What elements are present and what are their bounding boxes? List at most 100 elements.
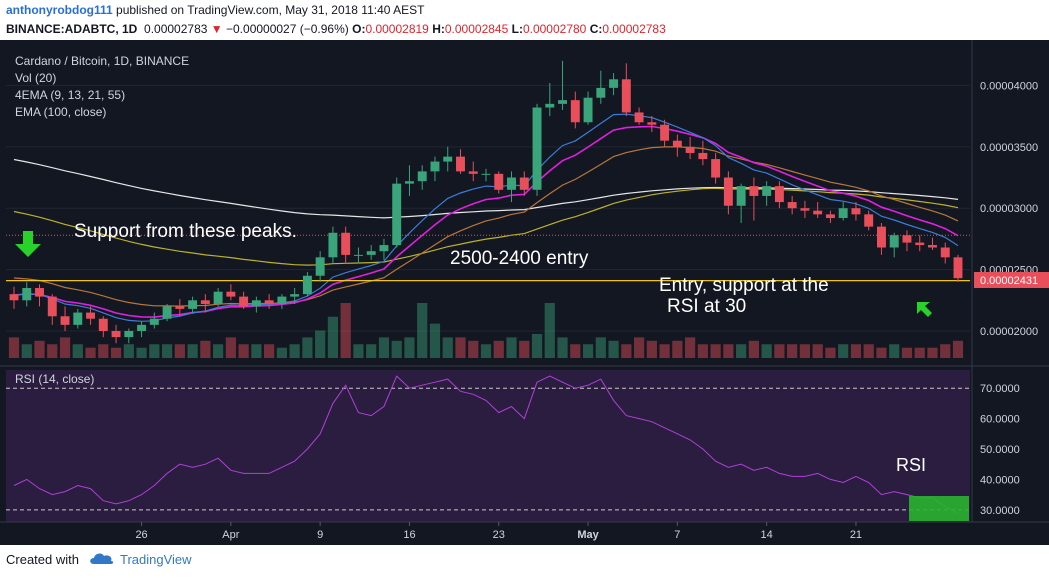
- candle: [532, 103, 542, 196]
- candle-body: [634, 112, 644, 123]
- created-with-text: Created with: [6, 552, 79, 567]
- candle: [647, 116, 657, 133]
- time-tick-label: May: [577, 529, 599, 541]
- candle-body: [736, 186, 746, 206]
- candle-body: [583, 97, 593, 123]
- volume-bar: [468, 340, 479, 358]
- footer: Created with TradingView: [6, 552, 192, 567]
- tradingview-link[interactable]: TradingView: [120, 552, 192, 567]
- candle: [73, 308, 83, 329]
- chart-svg[interactable]: Cardano / Bitcoin, 1D, BINANCE Vol (20) …: [0, 40, 1049, 545]
- open-label: O:: [352, 22, 366, 36]
- candle-body: [813, 210, 823, 215]
- candle-body: [443, 156, 453, 162]
- candle-body: [315, 257, 325, 276]
- rsi-tick-label: 70.0000: [980, 383, 1020, 395]
- candle: [430, 156, 440, 182]
- candle-body: [226, 291, 236, 297]
- price-tick-label: 0.00002000: [980, 326, 1038, 338]
- volume-bar: [646, 340, 657, 358]
- time-axis: 26 Apr 9 16 23 May 7 14 21: [135, 522, 862, 541]
- candle-body: [366, 251, 376, 255]
- legend-4ema: 4EMA (9, 13, 21, 55): [15, 88, 125, 102]
- candle-body: [302, 275, 312, 295]
- candle-body: [264, 300, 274, 304]
- candle-body: [417, 171, 427, 182]
- candle-body: [723, 177, 733, 206]
- volume-bar: [429, 323, 441, 358]
- candle: [251, 296, 261, 313]
- volume-bar: [21, 344, 32, 358]
- volume-bar: [455, 337, 466, 358]
- candle: [353, 247, 363, 264]
- candle: [481, 168, 491, 182]
- candle: [226, 284, 236, 301]
- candle: [494, 171, 504, 194]
- candle-body: [111, 330, 121, 338]
- candle-body: [762, 186, 772, 196]
- candle: [9, 286, 19, 309]
- candle: [277, 294, 287, 309]
- candle-body: [188, 300, 198, 309]
- candles: [9, 60, 963, 344]
- price-tag-bg: [974, 272, 1049, 288]
- candle: [876, 222, 886, 255]
- candle-body: [149, 318, 159, 325]
- candle-body: [570, 100, 580, 123]
- rsi-tick-label: 40.0000: [980, 474, 1020, 486]
- candle-body: [596, 87, 606, 98]
- candle: [800, 200, 810, 219]
- publish-line: anthonyrobdog111 published on TradingVie…: [6, 3, 424, 17]
- volume-bar: [761, 344, 772, 358]
- volume-bar: [213, 344, 224, 358]
- candle: [392, 177, 402, 248]
- candle: [315, 251, 325, 282]
- candle: [60, 306, 70, 331]
- candle: [328, 226, 338, 264]
- candle: [813, 202, 823, 219]
- candle-body: [711, 159, 721, 178]
- candle: [162, 303, 172, 322]
- candle-body: [685, 146, 695, 153]
- volume-bar: [787, 344, 798, 358]
- candle-body: [290, 294, 300, 297]
- candle: [723, 171, 733, 215]
- candle: [302, 272, 312, 297]
- author-link[interactable]: anthonyrobdog111: [6, 3, 113, 17]
- candle: [22, 281, 32, 307]
- volume-bar: [570, 344, 581, 358]
- volume-bar: [327, 316, 339, 358]
- time-tick-label: 16: [403, 529, 415, 541]
- candle: [86, 306, 96, 325]
- volume-bar: [123, 344, 134, 358]
- candle-body: [60, 316, 70, 325]
- volume-bar: [149, 344, 160, 358]
- candle-body: [774, 186, 784, 203]
- candle: [634, 107, 644, 125]
- volume-bar: [659, 344, 670, 358]
- candle: [200, 294, 210, 313]
- candle: [711, 152, 721, 184]
- volume-bar: [889, 344, 900, 358]
- volume-bar: [238, 344, 249, 358]
- volume-bar: [825, 347, 836, 358]
- low-label: L:: [511, 22, 523, 36]
- candle-body: [838, 208, 848, 219]
- chart-area[interactable]: Cardano / Bitcoin, 1D, BINANCE Vol (20) …: [0, 40, 1049, 545]
- volume-bar: [876, 347, 887, 358]
- candle-body: [519, 177, 529, 190]
- volume-bar: [582, 344, 594, 358]
- low-value: 0.00002780: [522, 22, 587, 36]
- tradingview-cloud-icon: [83, 552, 120, 567]
- volume-bar: [136, 347, 147, 358]
- rsi-entry-box: [909, 496, 969, 521]
- time-tick-label: 7: [674, 529, 680, 541]
- candle: [685, 136, 695, 160]
- price-tag: 0.00002431: [974, 272, 1049, 288]
- time-tick-label: 21: [850, 529, 862, 541]
- time-tick-label: 9: [317, 529, 323, 541]
- volume-bar: [47, 344, 58, 358]
- candle-body: [200, 300, 210, 304]
- volume-bar: [850, 344, 862, 358]
- price-tick-label: 0.00003000: [980, 203, 1038, 215]
